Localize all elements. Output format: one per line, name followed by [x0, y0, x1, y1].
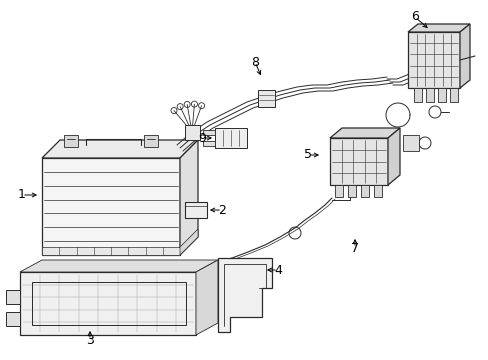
Polygon shape: [413, 88, 421, 102]
Polygon shape: [329, 128, 399, 138]
Text: 7: 7: [350, 242, 358, 255]
Polygon shape: [180, 229, 198, 255]
Polygon shape: [360, 185, 368, 197]
Polygon shape: [203, 141, 215, 146]
Polygon shape: [180, 140, 198, 255]
Polygon shape: [203, 130, 215, 135]
Polygon shape: [42, 247, 180, 255]
Polygon shape: [334, 185, 342, 197]
Polygon shape: [143, 135, 158, 147]
Polygon shape: [459, 24, 469, 88]
Polygon shape: [373, 185, 381, 197]
Polygon shape: [407, 24, 469, 32]
Polygon shape: [20, 260, 218, 272]
Polygon shape: [20, 272, 196, 335]
Polygon shape: [64, 135, 78, 147]
Text: 8: 8: [250, 55, 259, 68]
Polygon shape: [196, 260, 218, 335]
Polygon shape: [215, 128, 246, 148]
Text: 1: 1: [18, 189, 26, 202]
Polygon shape: [184, 125, 200, 140]
Text: 9: 9: [198, 131, 205, 144]
Polygon shape: [42, 140, 198, 158]
Polygon shape: [387, 128, 399, 185]
Polygon shape: [407, 32, 459, 88]
Polygon shape: [258, 90, 274, 107]
Polygon shape: [184, 202, 206, 218]
Polygon shape: [347, 185, 355, 197]
Text: 5: 5: [304, 148, 311, 162]
Text: 6: 6: [410, 10, 418, 23]
Polygon shape: [449, 88, 457, 102]
Polygon shape: [42, 158, 180, 255]
Text: 4: 4: [273, 264, 282, 276]
Polygon shape: [218, 258, 271, 332]
Text: 2: 2: [218, 203, 225, 216]
Polygon shape: [437, 88, 445, 102]
Text: 3: 3: [86, 333, 94, 346]
Polygon shape: [402, 135, 418, 151]
Polygon shape: [6, 290, 20, 304]
Polygon shape: [425, 88, 433, 102]
Polygon shape: [329, 138, 387, 185]
Polygon shape: [6, 312, 20, 326]
